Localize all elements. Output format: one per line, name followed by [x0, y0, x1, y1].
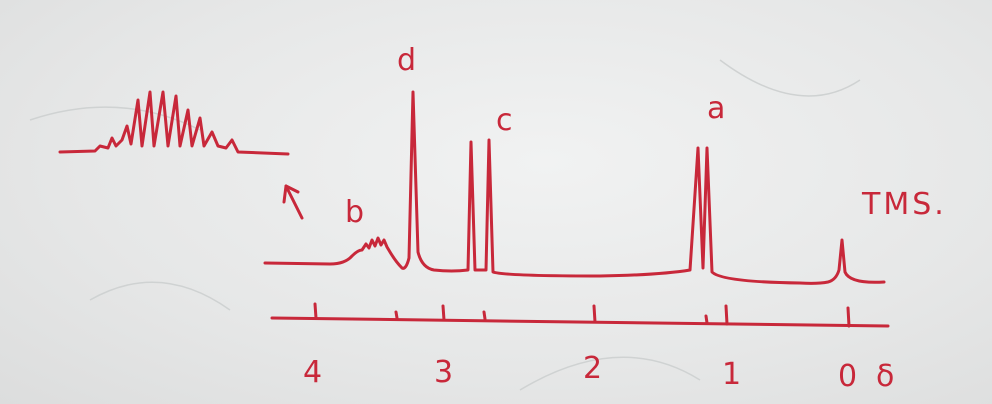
- board-smudge: [89, 281, 231, 311]
- axis-tick-minor: [482, 310, 487, 321]
- expanded-multiplet-trace: [58, 90, 290, 156]
- axis-tick-3: [441, 304, 446, 322]
- axis-label-2: 2: [583, 351, 602, 386]
- peak-label-b: b: [345, 195, 364, 230]
- shift-axis-line: [270, 316, 890, 328]
- axis-tick-2: [592, 304, 597, 324]
- axis-tick-1: [724, 304, 729, 326]
- inset-arrow-icon: [282, 184, 304, 220]
- axis-tick-minor: [704, 314, 709, 325]
- axis-tick-0: [846, 306, 851, 328]
- axis-unit-delta: δ: [876, 359, 894, 394]
- board-smudge: [519, 356, 701, 391]
- peak-label-c: c: [496, 103, 513, 138]
- board-smudge: [719, 59, 861, 97]
- peak-label-a: a: [707, 91, 725, 126]
- peak-label-d: d: [397, 43, 416, 78]
- axis-label-0: 0: [838, 359, 857, 394]
- axis-tick-4: [313, 302, 318, 320]
- peak-label-tms: TMS.: [861, 187, 947, 222]
- axis-tick-minor: [394, 310, 399, 320]
- axis-label-1: 1: [722, 357, 741, 392]
- axis-label-3: 3: [434, 355, 453, 390]
- spectrum-trace: [263, 90, 886, 285]
- axis-label-4: 4: [303, 355, 322, 390]
- board-smudge: [29, 106, 201, 131]
